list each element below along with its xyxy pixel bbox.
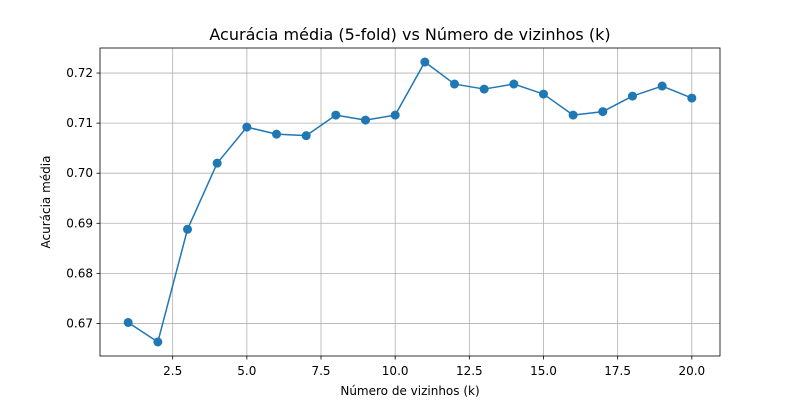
data-point [183, 224, 193, 234]
data-point [331, 110, 341, 120]
y-tick-label: 0.70 [66, 166, 93, 180]
x-tick-label: 15.0 [530, 364, 557, 378]
x-tick-label: 2.5 [163, 364, 182, 378]
y-tick-label: 0.68 [66, 266, 93, 280]
data-point [598, 107, 608, 117]
y-axis-ticks: 0.67 0.68 0.69 0.70 0.71 0.72 [66, 66, 100, 330]
plot-frame [99, 47, 721, 357]
x-tick-label: 5.0 [237, 364, 256, 378]
data-point [212, 158, 222, 168]
data-point [538, 89, 548, 99]
data-point [272, 129, 282, 139]
data-point [687, 93, 697, 103]
y-axis-label: Acurácia média [39, 156, 53, 249]
data-point [420, 57, 430, 67]
x-tick-label: 20.0 [678, 364, 705, 378]
x-axis-ticks: 2.5 5.0 7.5 10.0 12.5 15.0 17.5 20.0 [163, 356, 705, 378]
grid-lines [100, 48, 720, 356]
data-point [449, 79, 459, 89]
data-point [657, 81, 667, 91]
data-point [627, 91, 637, 101]
y-tick-label: 0.69 [66, 216, 93, 230]
x-tick-label: 10.0 [382, 364, 409, 378]
series-layer [123, 57, 697, 347]
series-line [127, 61, 693, 343]
data-point [301, 131, 311, 141]
data-point [509, 79, 519, 89]
data-point [153, 337, 163, 347]
x-tick-label: 17.5 [604, 364, 631, 378]
y-tick-label: 0.71 [66, 116, 93, 130]
data-point [568, 110, 578, 120]
x-tick-label: 12.5 [456, 364, 483, 378]
data-point [479, 84, 489, 94]
y-tick-label: 0.72 [66, 66, 93, 80]
chart-title: Acurácia média (5-fold) vs Número de viz… [209, 25, 610, 44]
data-point [361, 115, 371, 125]
x-tick-label: 7.5 [311, 364, 330, 378]
y-tick-label: 0.67 [66, 316, 93, 330]
data-point [390, 110, 400, 120]
data-point [242, 122, 252, 132]
data-point [123, 317, 133, 327]
x-axis-label: Número de vizinhos (k) [340, 384, 479, 398]
